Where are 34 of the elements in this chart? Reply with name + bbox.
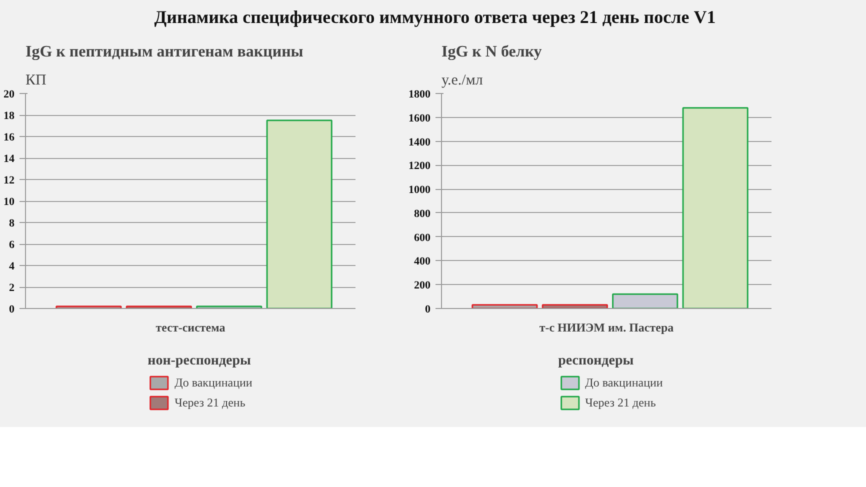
y-tick-label: 4 xyxy=(9,260,15,272)
y-tick-label: 0 xyxy=(9,304,15,316)
legend-label: Через 21 день xyxy=(174,395,246,410)
y-tick-label: 18 xyxy=(4,110,15,122)
y-tick-label: 20 xyxy=(4,88,15,100)
y-tick-label: 16 xyxy=(4,132,15,144)
text: Динамика специфического иммунного ответа через 21 день после V1 xyxy=(154,6,716,29)
y-tick-label: 600 xyxy=(414,232,431,244)
legend-title: респондеры xyxy=(558,354,635,370)
y-tick-label: 2 xyxy=(9,282,15,294)
x-axis-title: тест-система xyxy=(156,320,226,334)
chart-title: IgG к N белку xyxy=(442,44,542,60)
legend-label: До вакцинации xyxy=(585,375,663,390)
y-tick-label: 800 xyxy=(414,208,431,220)
y-tick-label: 1800 xyxy=(408,88,431,100)
legend-title: нон-респондеры xyxy=(148,354,252,370)
y-tick-label: 200 xyxy=(414,280,431,292)
y-tick-label: 1600 xyxy=(408,112,431,124)
y-tick-label: 14 xyxy=(4,153,15,165)
y-tick-label: 1400 xyxy=(408,136,431,148)
y-tick-label: 6 xyxy=(9,239,15,251)
y-tick-label: 0 xyxy=(425,304,431,316)
y-tick-label: 10 xyxy=(4,196,15,208)
y-axis-title: КП xyxy=(26,72,47,88)
y-axis-title: у.е./мл xyxy=(442,72,484,88)
x-axis-title: т-с НИИЭМ им. Пастера xyxy=(539,320,674,334)
y-tick-label: 12 xyxy=(4,174,15,186)
legend-label: До вакцинации xyxy=(174,375,252,390)
legend-label: Через 21 день xyxy=(585,395,656,410)
y-tick-label: 8 xyxy=(9,218,15,230)
y-tick-label: 1200 xyxy=(408,160,431,172)
y-tick-label: 400 xyxy=(414,256,431,268)
chart-subtitle: IgG к пептидным антигенам вакцины xyxy=(26,44,304,60)
y-tick-label: 1000 xyxy=(408,184,431,196)
